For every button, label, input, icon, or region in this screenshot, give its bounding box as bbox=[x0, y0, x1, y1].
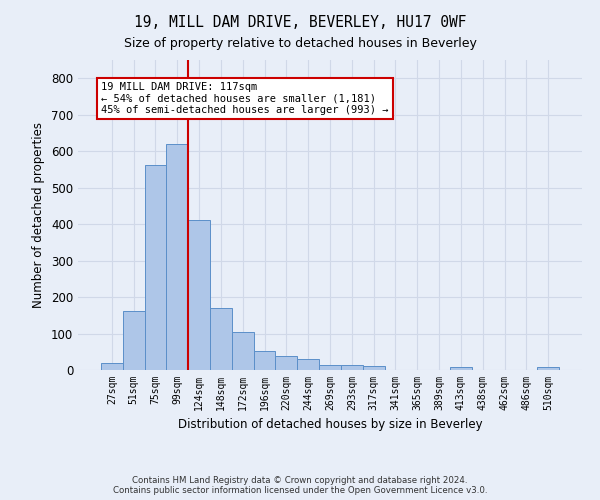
Y-axis label: Number of detached properties: Number of detached properties bbox=[32, 122, 46, 308]
Bar bbox=[275, 356, 297, 370]
Text: 19 MILL DAM DRIVE: 117sqm
← 54% of detached houses are smaller (1,181)
45% of se: 19 MILL DAM DRIVE: 117sqm ← 54% of detac… bbox=[101, 82, 388, 115]
Text: Contains HM Land Registry data © Crown copyright and database right 2024.
Contai: Contains HM Land Registry data © Crown c… bbox=[113, 476, 487, 495]
Bar bbox=[123, 310, 145, 370]
Bar bbox=[166, 144, 188, 370]
Bar bbox=[450, 368, 472, 370]
Bar bbox=[297, 359, 319, 370]
Bar bbox=[188, 220, 210, 370]
Text: 19, MILL DAM DRIVE, BEVERLEY, HU17 0WF: 19, MILL DAM DRIVE, BEVERLEY, HU17 0WF bbox=[134, 15, 466, 30]
Text: Size of property relative to detached houses in Beverley: Size of property relative to detached ho… bbox=[124, 38, 476, 51]
Bar bbox=[232, 332, 254, 370]
Bar bbox=[254, 352, 275, 370]
Bar bbox=[319, 365, 341, 370]
Bar bbox=[537, 368, 559, 370]
Bar bbox=[363, 366, 385, 370]
Bar bbox=[101, 364, 123, 370]
Bar bbox=[341, 366, 363, 370]
Bar bbox=[145, 165, 166, 370]
X-axis label: Distribution of detached houses by size in Beverley: Distribution of detached houses by size … bbox=[178, 418, 482, 432]
Bar bbox=[210, 308, 232, 370]
